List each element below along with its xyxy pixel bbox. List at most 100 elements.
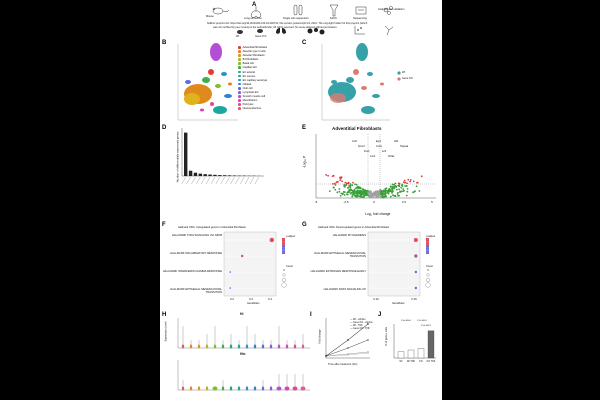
legend-c bbox=[397, 71, 401, 81]
volcano-point bbox=[361, 188, 364, 191]
volcano-point bbox=[415, 185, 418, 188]
volcano-xtick: -2.5 bbox=[343, 200, 349, 204]
volcano-point bbox=[340, 176, 343, 179]
legend-b-label: Mesothelium bbox=[242, 99, 258, 103]
violin-body bbox=[221, 386, 225, 391]
legend-b-label: Alveolar fibroblasts bbox=[242, 54, 265, 58]
cell-clumps-icon bbox=[307, 28, 325, 35]
ora-term: HALLMARK ESTROGEN RESPONSE EARLY bbox=[310, 270, 366, 273]
volcano-point bbox=[373, 192, 376, 194]
bar-j bbox=[407, 349, 415, 359]
volcano-point bbox=[354, 183, 356, 186]
volcano-point bbox=[409, 180, 411, 183]
bar-j-label: Wt TNF bbox=[407, 360, 416, 363]
ora-xtick: 0.3 bbox=[249, 297, 253, 301]
bar-d bbox=[223, 175, 227, 176]
violin-body bbox=[285, 344, 289, 349]
ko-mouse-icon bbox=[257, 29, 263, 33]
bar-j-label: KO bbox=[419, 360, 423, 363]
volcano-gene-label: Hspa1a bbox=[400, 145, 409, 148]
legend-b-swatch bbox=[238, 78, 241, 82]
violin-body bbox=[269, 386, 273, 391]
tick-d bbox=[240, 176, 245, 185]
volcano-point bbox=[351, 189, 353, 192]
tick-d bbox=[186, 176, 191, 185]
bar-chart-d bbox=[181, 128, 264, 185]
volcano-point bbox=[384, 190, 387, 192]
tick-d bbox=[210, 176, 216, 185]
legend-b-label: Club cell bbox=[242, 86, 253, 90]
volcano-point bbox=[351, 184, 354, 187]
volcano-point bbox=[376, 195, 379, 198]
violin-body bbox=[213, 344, 217, 349]
panel-h-title-top: Hi bbox=[240, 312, 244, 316]
dotplot-f: 0.2 0.3 0.4 bbox=[223, 231, 287, 301]
violin-body bbox=[237, 386, 241, 391]
bar-d bbox=[232, 175, 237, 176]
volcano-point bbox=[339, 179, 342, 182]
volcano-point bbox=[405, 194, 408, 197]
volcano-point bbox=[391, 183, 394, 186]
bar-d bbox=[213, 174, 217, 176]
ora-term: HALLMARK EPITHELIAL MESENCHYMAL TRANSITI… bbox=[314, 252, 366, 259]
volcano-point bbox=[337, 180, 339, 183]
line-i-point bbox=[347, 353, 349, 355]
volcano-xtick: 5 bbox=[431, 200, 433, 204]
ora-size-legend bbox=[426, 273, 430, 277]
volcano-point bbox=[391, 189, 394, 192]
mouse-icon bbox=[212, 7, 230, 15]
legend-b-swatch bbox=[238, 86, 241, 90]
step-analysis: Analysis and validation bbox=[378, 8, 405, 11]
ora-term: HALLMARK INFLAMMATORY RESPONSE bbox=[170, 252, 222, 255]
legend-b-item: EC arterial bbox=[238, 71, 293, 75]
legend-b-label: Adventitial fibroblasts bbox=[242, 46, 268, 49]
ora-size-legend bbox=[427, 269, 429, 271]
bar-d bbox=[218, 175, 222, 176]
preprint-line-1: bioRxiv preprint doi: https://doi.org/10… bbox=[207, 22, 368, 25]
violin-body bbox=[181, 386, 185, 391]
violin-body bbox=[205, 344, 209, 349]
preprint-page: A Mouse Lung extracti bbox=[160, 0, 442, 400]
volcano-point bbox=[327, 174, 329, 177]
step-mouse: Mouse bbox=[206, 15, 214, 18]
volcano-point bbox=[380, 195, 382, 198]
tick-d bbox=[254, 176, 259, 185]
volcano-point bbox=[362, 192, 364, 195]
legend-b-swatch bbox=[238, 107, 241, 111]
volcano-point bbox=[351, 194, 354, 196]
volcano-point bbox=[387, 189, 390, 192]
legend-b-swatch bbox=[238, 103, 241, 106]
volcano-point bbox=[402, 188, 405, 190]
violin-body bbox=[253, 344, 257, 349]
violin-body bbox=[205, 386, 209, 391]
volcano-point bbox=[347, 186, 350, 189]
volcano-point bbox=[346, 182, 348, 185]
preprint-line-2: was not certified by peer review) is the… bbox=[213, 26, 338, 29]
volcano-point bbox=[403, 179, 406, 182]
lung-small-icon bbox=[276, 28, 286, 34]
legend-i-item: — Wt - TNF bbox=[350, 324, 363, 327]
volcano-point bbox=[367, 191, 369, 194]
legend-b-swatch bbox=[238, 70, 241, 74]
volcano-point bbox=[400, 190, 402, 193]
volcano-point bbox=[406, 190, 409, 193]
panel-e-ylabel: -Log₁₀ P bbox=[302, 155, 307, 169]
violin-body bbox=[245, 344, 249, 349]
ora-dot bbox=[413, 238, 418, 242]
volcano-point bbox=[357, 192, 360, 195]
network-icon bbox=[384, 25, 394, 36]
panel-f-count-title: Count bbox=[286, 265, 293, 268]
volcano-point bbox=[392, 194, 395, 197]
ora-size-legend bbox=[282, 278, 286, 282]
legend-b-item: EC venous bbox=[238, 75, 293, 79]
volcano-point bbox=[374, 194, 377, 197]
legend-i-item: — Gene KO - TNF bbox=[350, 327, 370, 330]
legend-b-label: EC arterial bbox=[242, 70, 255, 74]
volcano-point bbox=[396, 191, 399, 194]
violin-body bbox=[253, 386, 257, 391]
panel-c-letter: C bbox=[302, 40, 307, 46]
violin-body bbox=[221, 344, 225, 349]
panel-f-letter: F bbox=[162, 222, 166, 228]
line-i-point bbox=[347, 347, 349, 349]
line-i-point bbox=[347, 339, 349, 341]
